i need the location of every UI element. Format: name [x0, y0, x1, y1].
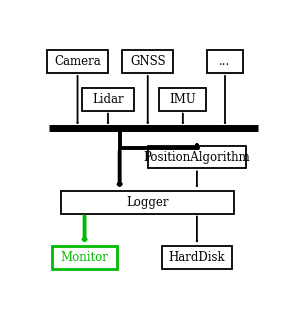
- Text: Logger: Logger: [127, 196, 169, 209]
- Text: PositionAlgorithm: PositionAlgorithm: [143, 151, 250, 164]
- Text: GNSS: GNSS: [130, 55, 165, 68]
- Bar: [122, 51, 173, 73]
- Text: Camera: Camera: [54, 55, 101, 68]
- Bar: [47, 51, 108, 73]
- Bar: [159, 88, 206, 111]
- Text: HardDisk: HardDisk: [169, 251, 225, 264]
- Text: ...: ...: [219, 55, 231, 68]
- Text: Monitor: Monitor: [61, 251, 108, 264]
- Bar: [61, 191, 234, 214]
- Text: IMU: IMU: [169, 93, 196, 106]
- Bar: [52, 246, 117, 269]
- Bar: [207, 51, 243, 73]
- Bar: [82, 88, 134, 111]
- Text: Lidar: Lidar: [92, 93, 124, 106]
- Bar: [148, 146, 246, 169]
- Bar: [162, 246, 232, 269]
